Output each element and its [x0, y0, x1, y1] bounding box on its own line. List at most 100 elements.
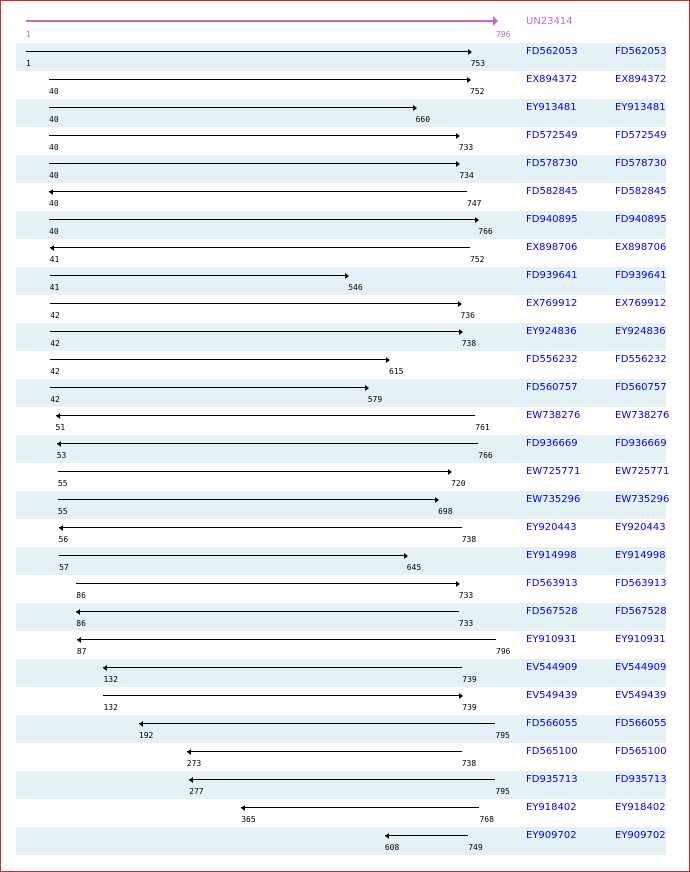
- hit-link-secondary[interactable]: FD935713: [615, 774, 667, 785]
- hit-bar: [50, 303, 461, 304]
- hit-start: 42: [50, 311, 60, 320]
- hit-bar: [50, 359, 389, 360]
- hit-end: 753: [470, 59, 486, 68]
- hit-link-secondary[interactable]: EX894372: [615, 74, 667, 85]
- arrow-right-icon: [345, 272, 350, 279]
- hit-link-secondary[interactable]: EX769912: [615, 298, 667, 309]
- hit-link-secondary[interactable]: FD939641: [615, 270, 667, 281]
- hit-link[interactable]: EV549439: [526, 690, 578, 701]
- hit-start: 41: [49, 255, 60, 264]
- hit-link[interactable]: EX898706: [526, 242, 578, 253]
- arrow-left-icon: [56, 440, 61, 447]
- hit-row: 42 615 FD556232 FD556232: [16, 351, 667, 379]
- hit-end: 736: [460, 311, 475, 320]
- hit-link[interactable]: EY920443: [526, 522, 577, 533]
- hit-link[interactable]: EW725771: [526, 466, 581, 477]
- hit-link[interactable]: FD562053: [526, 46, 578, 57]
- hit-row: 86 733 FD563913 FD563913: [16, 575, 667, 603]
- hit-link[interactable]: EX769912: [526, 298, 578, 309]
- hit-link-secondary[interactable]: EY924836: [615, 326, 666, 337]
- hit-link-secondary[interactable]: FD936669: [615, 438, 667, 449]
- hit-link-secondary[interactable]: FD567528: [615, 606, 667, 617]
- hit-link[interactable]: FD936669: [526, 438, 578, 449]
- hit-link-secondary[interactable]: FD566055: [615, 718, 667, 729]
- hit-bar: [49, 79, 470, 80]
- hit-start: 57: [59, 563, 69, 572]
- hit-link-secondary[interactable]: EV549439: [615, 690, 667, 701]
- hit-link-secondary[interactable]: EW738276: [615, 410, 670, 421]
- hit-link[interactable]: FD935713: [526, 774, 578, 785]
- hit-link[interactable]: FD565100: [526, 746, 578, 757]
- arrow-right-icon: [435, 496, 440, 503]
- hit-link-secondary[interactable]: EY914998: [615, 550, 666, 561]
- hit-row: 1 753 FD562053 FD562053: [16, 43, 667, 71]
- hit-link[interactable]: FD563913: [526, 578, 578, 589]
- hit-bar: [49, 275, 349, 276]
- hit-link-secondary[interactable]: EY910931: [615, 634, 666, 645]
- hit-end: 738: [461, 339, 477, 348]
- hit-bar: [103, 695, 463, 696]
- hit-link[interactable]: FD556232: [526, 354, 578, 365]
- hit-link[interactable]: FD572549: [526, 130, 578, 141]
- hit-link[interactable]: FD939641: [526, 270, 578, 281]
- hit-bar: [49, 219, 479, 220]
- hit-link[interactable]: EY924836: [526, 326, 577, 337]
- hit-link[interactable]: EY918402: [526, 802, 577, 813]
- hit-bar: [76, 583, 459, 584]
- hit-link-secondary[interactable]: EV544909: [615, 662, 667, 673]
- hit-link[interactable]: FD578730: [526, 158, 578, 169]
- hit-bar: [49, 191, 468, 192]
- hit-link[interactable]: EY910931: [526, 634, 577, 645]
- hit-link[interactable]: EY913481: [526, 102, 577, 113]
- hit-link[interactable]: FD940895: [526, 214, 578, 225]
- hit-link-secondary[interactable]: EY920443: [615, 522, 666, 533]
- hit-start: 40: [49, 87, 59, 96]
- hit-link-secondary[interactable]: EX898706: [615, 242, 667, 253]
- hit-start: 55: [57, 507, 68, 516]
- arrow-right-icon: [455, 580, 460, 587]
- hit-link[interactable]: EW738276: [526, 410, 581, 421]
- hit-link[interactable]: FD566055: [526, 718, 578, 729]
- arrow-left-icon: [241, 804, 246, 811]
- hit-row: 273 738 FD565100 FD565100: [16, 743, 667, 771]
- hit-start: 56: [58, 535, 69, 544]
- hit-link[interactable]: FD567528: [526, 606, 578, 617]
- hit-link-secondary[interactable]: FD582845: [615, 186, 667, 197]
- hit-end: 749: [468, 843, 483, 852]
- hit-link-secondary[interactable]: EY909702: [615, 830, 666, 841]
- hit-link[interactable]: EV544909: [526, 662, 578, 673]
- hit-link-secondary[interactable]: FD565100: [615, 746, 667, 757]
- hit-row: 53 766 FD936669 FD936669: [16, 435, 667, 463]
- hit-link[interactable]: EY909702: [526, 830, 577, 841]
- hit-row: 87 796 EY910931 EY910931: [16, 631, 666, 659]
- hit-link[interactable]: EW735296: [526, 494, 581, 505]
- hit-end: 752: [469, 255, 485, 264]
- hit-link-secondary[interactable]: EY913481: [615, 102, 666, 113]
- hit-bar: [50, 331, 462, 332]
- hit-bar: [49, 135, 459, 136]
- hit-link-secondary[interactable]: FD578730: [615, 158, 667, 169]
- hit-link-secondary[interactable]: FD562053: [615, 46, 667, 57]
- hit-start: 55: [57, 479, 68, 488]
- hit-link[interactable]: FD560757: [526, 382, 578, 393]
- arrow-right-icon: [459, 692, 464, 699]
- hit-link-secondary[interactable]: FD563913: [615, 578, 667, 589]
- hit-link-secondary[interactable]: FD572549: [615, 130, 667, 141]
- arrow-left-icon: [189, 776, 194, 783]
- hit-end: 766: [478, 451, 493, 460]
- hit-link-secondary[interactable]: EW725771: [615, 466, 670, 477]
- hit-link-secondary[interactable]: EY918402: [615, 802, 666, 813]
- hit-link[interactable]: EY914998: [526, 550, 577, 561]
- arrow-right-icon: [385, 356, 390, 363]
- arrow-right-icon: [456, 160, 461, 167]
- hit-link-secondary[interactable]: EW735296: [615, 494, 670, 505]
- arrow-left-icon: [49, 244, 54, 251]
- hit-link-secondary[interactable]: FD556232: [615, 354, 667, 365]
- hit-link-secondary[interactable]: FD560757: [615, 382, 667, 393]
- hit-link[interactable]: EX894372: [526, 74, 578, 85]
- hit-link-secondary[interactable]: FD940895: [615, 214, 667, 225]
- arrow-right-icon: [458, 328, 463, 335]
- arrow-left-icon: [49, 188, 54, 195]
- arrow-right-icon: [448, 468, 453, 475]
- hit-link[interactable]: FD582845: [526, 186, 578, 197]
